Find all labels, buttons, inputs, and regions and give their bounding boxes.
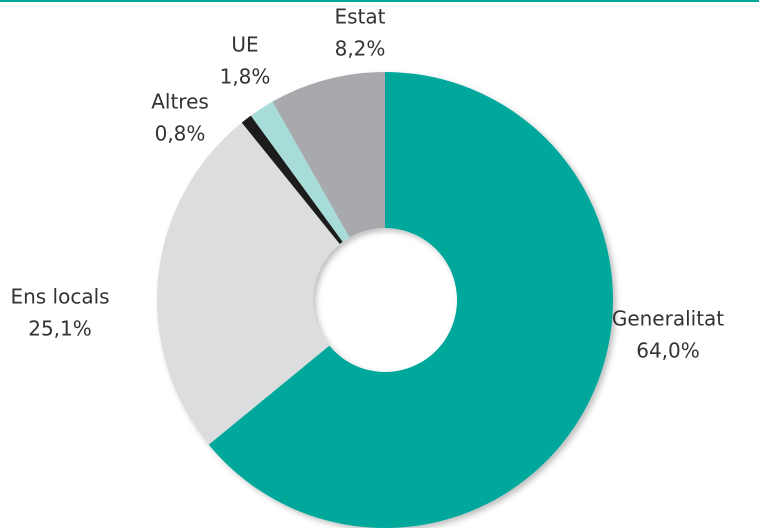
slice-label: UE <box>231 33 258 57</box>
slice-value: 1,8% <box>220 65 271 89</box>
slice-label: Generalitat <box>612 307 724 331</box>
slice-label: Estat <box>335 5 386 29</box>
slice-label: Ens locals <box>10 285 109 309</box>
donut <box>156 72 613 528</box>
slice-label: Altres <box>151 90 209 114</box>
slice <box>241 115 343 244</box>
slice <box>208 72 613 528</box>
slice-value: 8,2% <box>335 37 386 61</box>
slice <box>272 72 385 238</box>
top-rule <box>0 0 759 2</box>
slice-value: 64,0% <box>636 339 700 363</box>
slice-value: 25,1% <box>28 317 92 341</box>
slice <box>156 122 340 445</box>
slice <box>250 101 350 242</box>
slice-value: 0,8% <box>155 122 206 146</box>
